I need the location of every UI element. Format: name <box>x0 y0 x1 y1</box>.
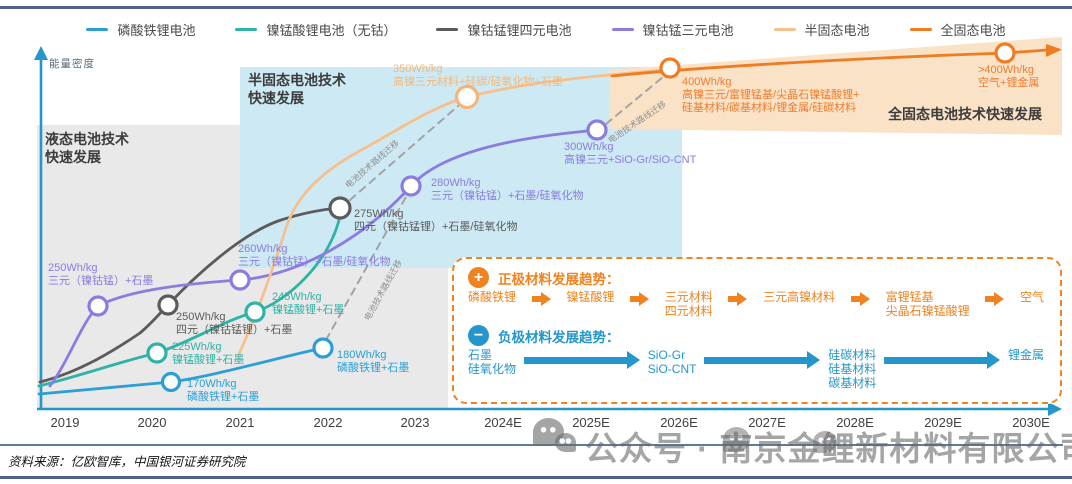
data-point-marker <box>229 269 251 291</box>
flow-arrow-icon <box>985 292 1005 306</box>
anode-trend-flow: 石墨 硅氧化物 SiO-Gr SiO-CNT 硅碳材料 硅基材料 碳基材料 锂金属 <box>468 348 1044 390</box>
legend-item: 镍钴锰三元电池 <box>611 20 734 39</box>
anode-trend-title: 负极材料发展趋势： <box>498 329 620 345</box>
flow-step: 三元高镍材料 <box>763 290 836 304</box>
migration-dashed-line <box>605 76 664 125</box>
data-point-marker <box>328 196 352 220</box>
source-note: 资料来源：亿欧智库，中国银河证券研究院 <box>8 455 246 469</box>
wechat-icon <box>813 431 837 453</box>
flow-arrow-icon <box>704 351 821 369</box>
legend-item: 镍钴锰锂四元电池 <box>436 20 572 39</box>
cathode-trend-title: 正极材料发展趋势： <box>498 271 620 287</box>
flow-step: SiO-Gr SiO-CNT <box>647 348 697 376</box>
flow-step: 石墨 硅氧化物 <box>468 348 517 376</box>
data-point-marker <box>586 119 608 141</box>
bottom-border <box>0 476 1072 479</box>
anode-trend-header: − 负极材料发展趋势： <box>468 325 1046 346</box>
semi-solid-phase-region <box>240 67 682 268</box>
data-point-marker <box>157 294 179 316</box>
plus-icon: + <box>468 267 489 288</box>
data-point-marker <box>454 84 480 110</box>
solid-line-arrowhead <box>1046 44 1062 57</box>
legend-item: 全固态电池 <box>909 20 1006 39</box>
cathode-trend-flow: 磷酸铁锂 镍锰酸锂 三元材料 四元材料 三元高镍材料 富锂锰基 尖晶石镍锰酸锂 空气 <box>468 290 1044 318</box>
data-point-marker <box>244 301 266 323</box>
flow-step: 三元材料 四元材料 <box>664 290 713 318</box>
legend-swatch <box>86 27 109 32</box>
flow-step: 磷酸铁锂 <box>468 290 517 304</box>
semi-solid-curve <box>237 67 670 356</box>
migration-dashed-line <box>325 194 408 341</box>
cathode-trend-header: + 正极材料发展趋势： <box>468 267 1046 288</box>
legend-item: 半固态电池 <box>773 20 870 39</box>
flow-step: 空气 <box>1019 290 1044 304</box>
flow-arrow-icon <box>531 292 551 306</box>
legend-swatch <box>773 27 796 32</box>
flow-step: 锂金属 <box>1008 348 1045 362</box>
data-point-marker <box>312 337 334 359</box>
data-point-marker <box>146 342 168 364</box>
migration-dashed-line <box>349 105 459 201</box>
legend-label: 半固态电池 <box>804 23 870 38</box>
flow-step: 镍锰酸锂 <box>566 290 615 304</box>
lnmo-curve <box>37 210 343 388</box>
flow-step: 硅碳材料 硅基材料 碳基材料 <box>828 348 877 390</box>
legend-label: 磷酸铁锂电池 <box>117 23 196 38</box>
legend-label: 全固态电池 <box>940 23 1006 38</box>
data-point-marker <box>160 371 182 393</box>
flow-arrow-icon <box>728 292 748 306</box>
legend-label: 镍钴锰锂四元电池 <box>467 23 572 38</box>
legend-swatch <box>909 27 932 32</box>
all-solid-phase-region <box>609 37 1062 135</box>
source-divider <box>0 444 1063 446</box>
legend-item: 磷酸铁锂电池 <box>86 20 195 39</box>
legend-label: 镍锰酸锂电池（无钴） <box>266 23 397 38</box>
flow-step: 富锂锰基 尖晶石镍锰酸锂 <box>885 290 970 318</box>
legend-swatch <box>235 27 258 32</box>
flow-arrow-icon <box>884 351 1000 369</box>
wechat-icon <box>723 427 750 452</box>
data-point-marker <box>87 295 109 317</box>
minus-icon: − <box>468 325 489 346</box>
x-axis-arrowhead <box>1048 402 1062 416</box>
data-point-marker <box>994 42 1016 64</box>
data-point-marker <box>400 175 422 197</box>
data-point-marker <box>659 57 681 79</box>
legend-item: 镍锰酸锂电池（无钴） <box>235 20 396 39</box>
legend: 磷酸铁锂电池 镍锰酸锂电池（无钴） 镍钴锰锂四元电池 镍钴锰三元电池 半固态电池 全固态电… <box>30 20 1062 39</box>
flow-arrow-icon <box>850 292 870 306</box>
flow-arrow-icon <box>630 292 650 306</box>
y-axis-arrowhead <box>34 46 48 60</box>
legend-swatch <box>436 27 459 32</box>
legend-label: 镍钴锰三元电池 <box>642 23 734 38</box>
flow-arrow-icon <box>524 351 640 369</box>
material-trend-box: + 正极材料发展趋势： 磷酸铁锂 镍锰酸锂 三元材料 四元材料 三元高镍材料 富锂锰基 尖晶石镍… <box>452 257 1062 404</box>
legend-swatch <box>611 27 634 32</box>
top-border <box>0 6 1072 9</box>
